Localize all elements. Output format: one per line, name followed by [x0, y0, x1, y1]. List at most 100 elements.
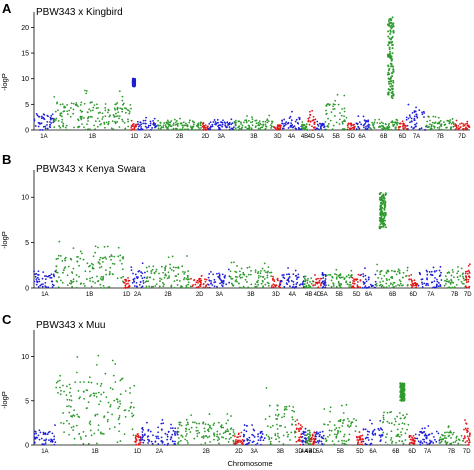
y-tick-label: 0 — [25, 286, 29, 293]
snp-point — [337, 431, 340, 433]
snp-point — [202, 282, 205, 285]
snp-point — [38, 429, 41, 432]
snp-point — [232, 428, 235, 431]
snp-point — [58, 379, 61, 382]
snp-point — [102, 116, 104, 118]
snp-point — [313, 123, 316, 125]
snp-point — [103, 245, 106, 248]
snp-point — [356, 284, 359, 287]
snp-point — [72, 102, 75, 105]
snp-point — [72, 247, 75, 250]
snp-point — [128, 409, 130, 412]
y-tick-label: 10 — [21, 195, 29, 202]
snp-point — [47, 286, 50, 289]
snp-point — [364, 437, 367, 440]
snp-point — [138, 442, 140, 445]
snp-point — [121, 268, 124, 271]
snp-point — [177, 273, 180, 276]
snp-point — [102, 278, 104, 281]
snp-point — [72, 414, 75, 417]
snp-point — [416, 116, 419, 119]
snp-point — [79, 396, 81, 398]
snp-point — [421, 427, 424, 430]
snp-point — [243, 424, 246, 426]
snp-point — [345, 116, 348, 119]
snp-point — [366, 430, 369, 433]
snp-point — [407, 423, 410, 426]
snp-point — [416, 437, 419, 440]
snp-point — [246, 281, 248, 283]
snp-point — [171, 427, 174, 430]
snp-point — [312, 437, 315, 440]
snp-point — [95, 392, 97, 395]
snp-point — [352, 285, 355, 288]
snp-point — [295, 118, 298, 121]
snp-point — [252, 440, 255, 443]
snp-point — [230, 277, 233, 280]
snp-point — [417, 284, 420, 287]
snp-point — [96, 275, 98, 278]
snp-point — [155, 283, 158, 286]
snp-point — [133, 83, 136, 86]
snp-point — [386, 126, 388, 129]
snp-point — [122, 102, 125, 105]
snp-point — [467, 124, 470, 127]
snp-point — [402, 124, 405, 127]
panel-c-title: PBW343 x Muu — [36, 320, 105, 331]
snp-point — [439, 436, 442, 439]
snp-point — [199, 122, 202, 125]
snp-point — [274, 284, 277, 287]
snp-point — [388, 422, 391, 425]
snp-point — [280, 124, 282, 127]
snp-point — [292, 273, 295, 276]
snp-point — [462, 275, 464, 278]
snp-point — [117, 246, 120, 249]
snp-point — [117, 111, 120, 114]
snp-point — [186, 255, 188, 257]
snp-point — [357, 125, 360, 128]
snp-point — [46, 433, 49, 436]
snp-point — [187, 281, 190, 284]
snp-point — [462, 272, 465, 275]
snp-point — [171, 433, 174, 436]
snp-point — [128, 110, 131, 113]
snp-point — [150, 128, 152, 131]
snp-point — [279, 282, 281, 285]
snp-point — [37, 274, 40, 276]
snp-point — [439, 119, 442, 122]
snp-point — [153, 271, 156, 274]
snp-point — [54, 110, 57, 113]
snp-point — [141, 438, 144, 441]
snp-point — [210, 280, 212, 282]
snp-point — [157, 437, 160, 440]
snp-point — [88, 422, 91, 424]
snp-point — [450, 431, 452, 434]
snp-point — [266, 271, 269, 274]
snp-point — [279, 283, 282, 286]
snp-point — [78, 125, 81, 128]
snp-point — [356, 281, 359, 283]
snp-point — [243, 273, 246, 276]
snp-point — [343, 442, 346, 445]
snp-point — [199, 285, 202, 288]
snp-point — [99, 111, 101, 114]
snp-point — [48, 430, 51, 433]
snp-point — [325, 128, 328, 131]
snp-point — [132, 434, 135, 437]
snp-point — [109, 387, 112, 389]
snp-point — [304, 275, 307, 278]
snp-point — [334, 273, 336, 275]
snp-point — [133, 285, 136, 287]
snp-point — [122, 256, 125, 258]
snp-point — [381, 127, 384, 130]
snp-point — [264, 123, 267, 126]
snp-point — [96, 125, 99, 128]
chromosome-2A-points — [136, 116, 158, 131]
snp-point — [79, 115, 82, 118]
snp-point — [205, 278, 208, 281]
snp-point — [144, 271, 146, 274]
snp-point — [190, 277, 192, 280]
snp-point — [439, 265, 442, 268]
snp-point — [448, 280, 450, 283]
